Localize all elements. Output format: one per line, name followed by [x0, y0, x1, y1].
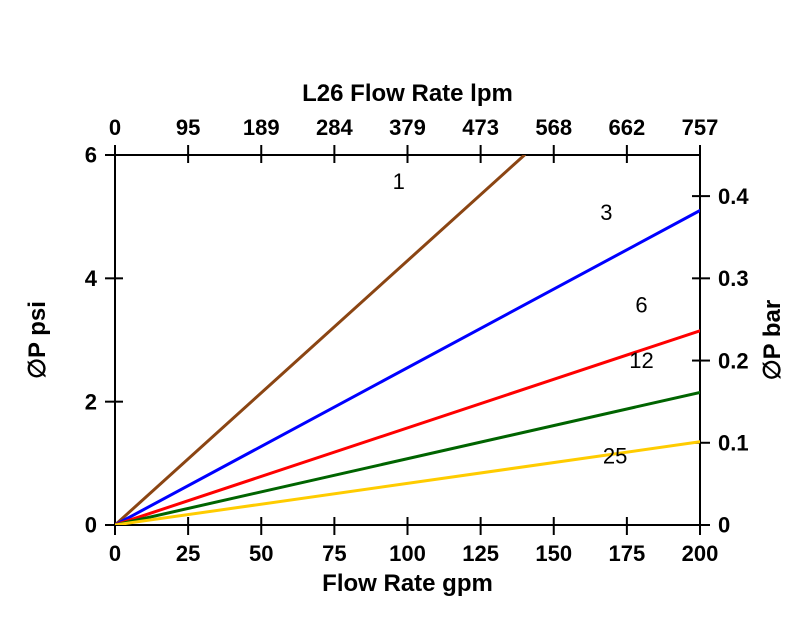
x-bottom-tick-label: 25 — [176, 541, 200, 566]
y-right-tick-label: 0.2 — [718, 348, 749, 373]
y-right-axis-label: ∅P bar — [759, 300, 786, 381]
x-bottom-tick-label: 100 — [389, 541, 426, 566]
series-label-12: 12 — [629, 348, 653, 373]
series-label-6: 6 — [635, 292, 647, 317]
x-top-tick-label: 95 — [176, 115, 200, 140]
y-left-tick-label: 2 — [85, 389, 97, 414]
chart-svg: 0255075100125150175200095189284379473568… — [0, 0, 808, 636]
y-right-tick-label: 0 — [718, 513, 730, 538]
x-axis-label: Flow Rate gpm — [322, 570, 493, 597]
x-top-tick-label: 379 — [389, 115, 426, 140]
pressure-flow-chart: 0255075100125150175200095189284379473568… — [0, 0, 808, 636]
x-bottom-tick-label: 200 — [682, 541, 719, 566]
x-bottom-tick-label: 125 — [462, 541, 499, 566]
x-bottom-tick-label: 50 — [249, 541, 273, 566]
series-label-1: 1 — [393, 169, 405, 194]
series-label-3: 3 — [600, 200, 612, 225]
y-left-axis-label: ∅P psi — [24, 301, 51, 379]
x-top-tick-label: 189 — [243, 115, 280, 140]
x-top-tick-label: 757 — [682, 115, 719, 140]
x-bottom-tick-label: 150 — [535, 541, 572, 566]
y-right-tick-label: 0.1 — [718, 430, 749, 455]
x-top-tick-label: 284 — [316, 115, 353, 140]
series-label-25: 25 — [603, 443, 627, 468]
x-bottom-tick-label: 175 — [609, 541, 646, 566]
y-right-tick-label: 0.4 — [718, 184, 749, 209]
x-top-tick-label: 473 — [462, 115, 499, 140]
x-bottom-tick-label: 0 — [109, 541, 121, 566]
x-top-tick-label: 568 — [535, 115, 572, 140]
x-bottom-tick-label: 75 — [322, 541, 346, 566]
y-left-tick-label: 4 — [85, 266, 98, 291]
x-top-tick-label: 662 — [609, 115, 646, 140]
chart-title-top: L26 Flow Rate lpm — [302, 80, 513, 107]
y-left-tick-label: 0 — [85, 513, 97, 538]
y-left-tick-label: 6 — [85, 143, 97, 168]
x-top-tick-label: 0 — [109, 115, 121, 140]
y-right-tick-label: 0.3 — [718, 266, 749, 291]
